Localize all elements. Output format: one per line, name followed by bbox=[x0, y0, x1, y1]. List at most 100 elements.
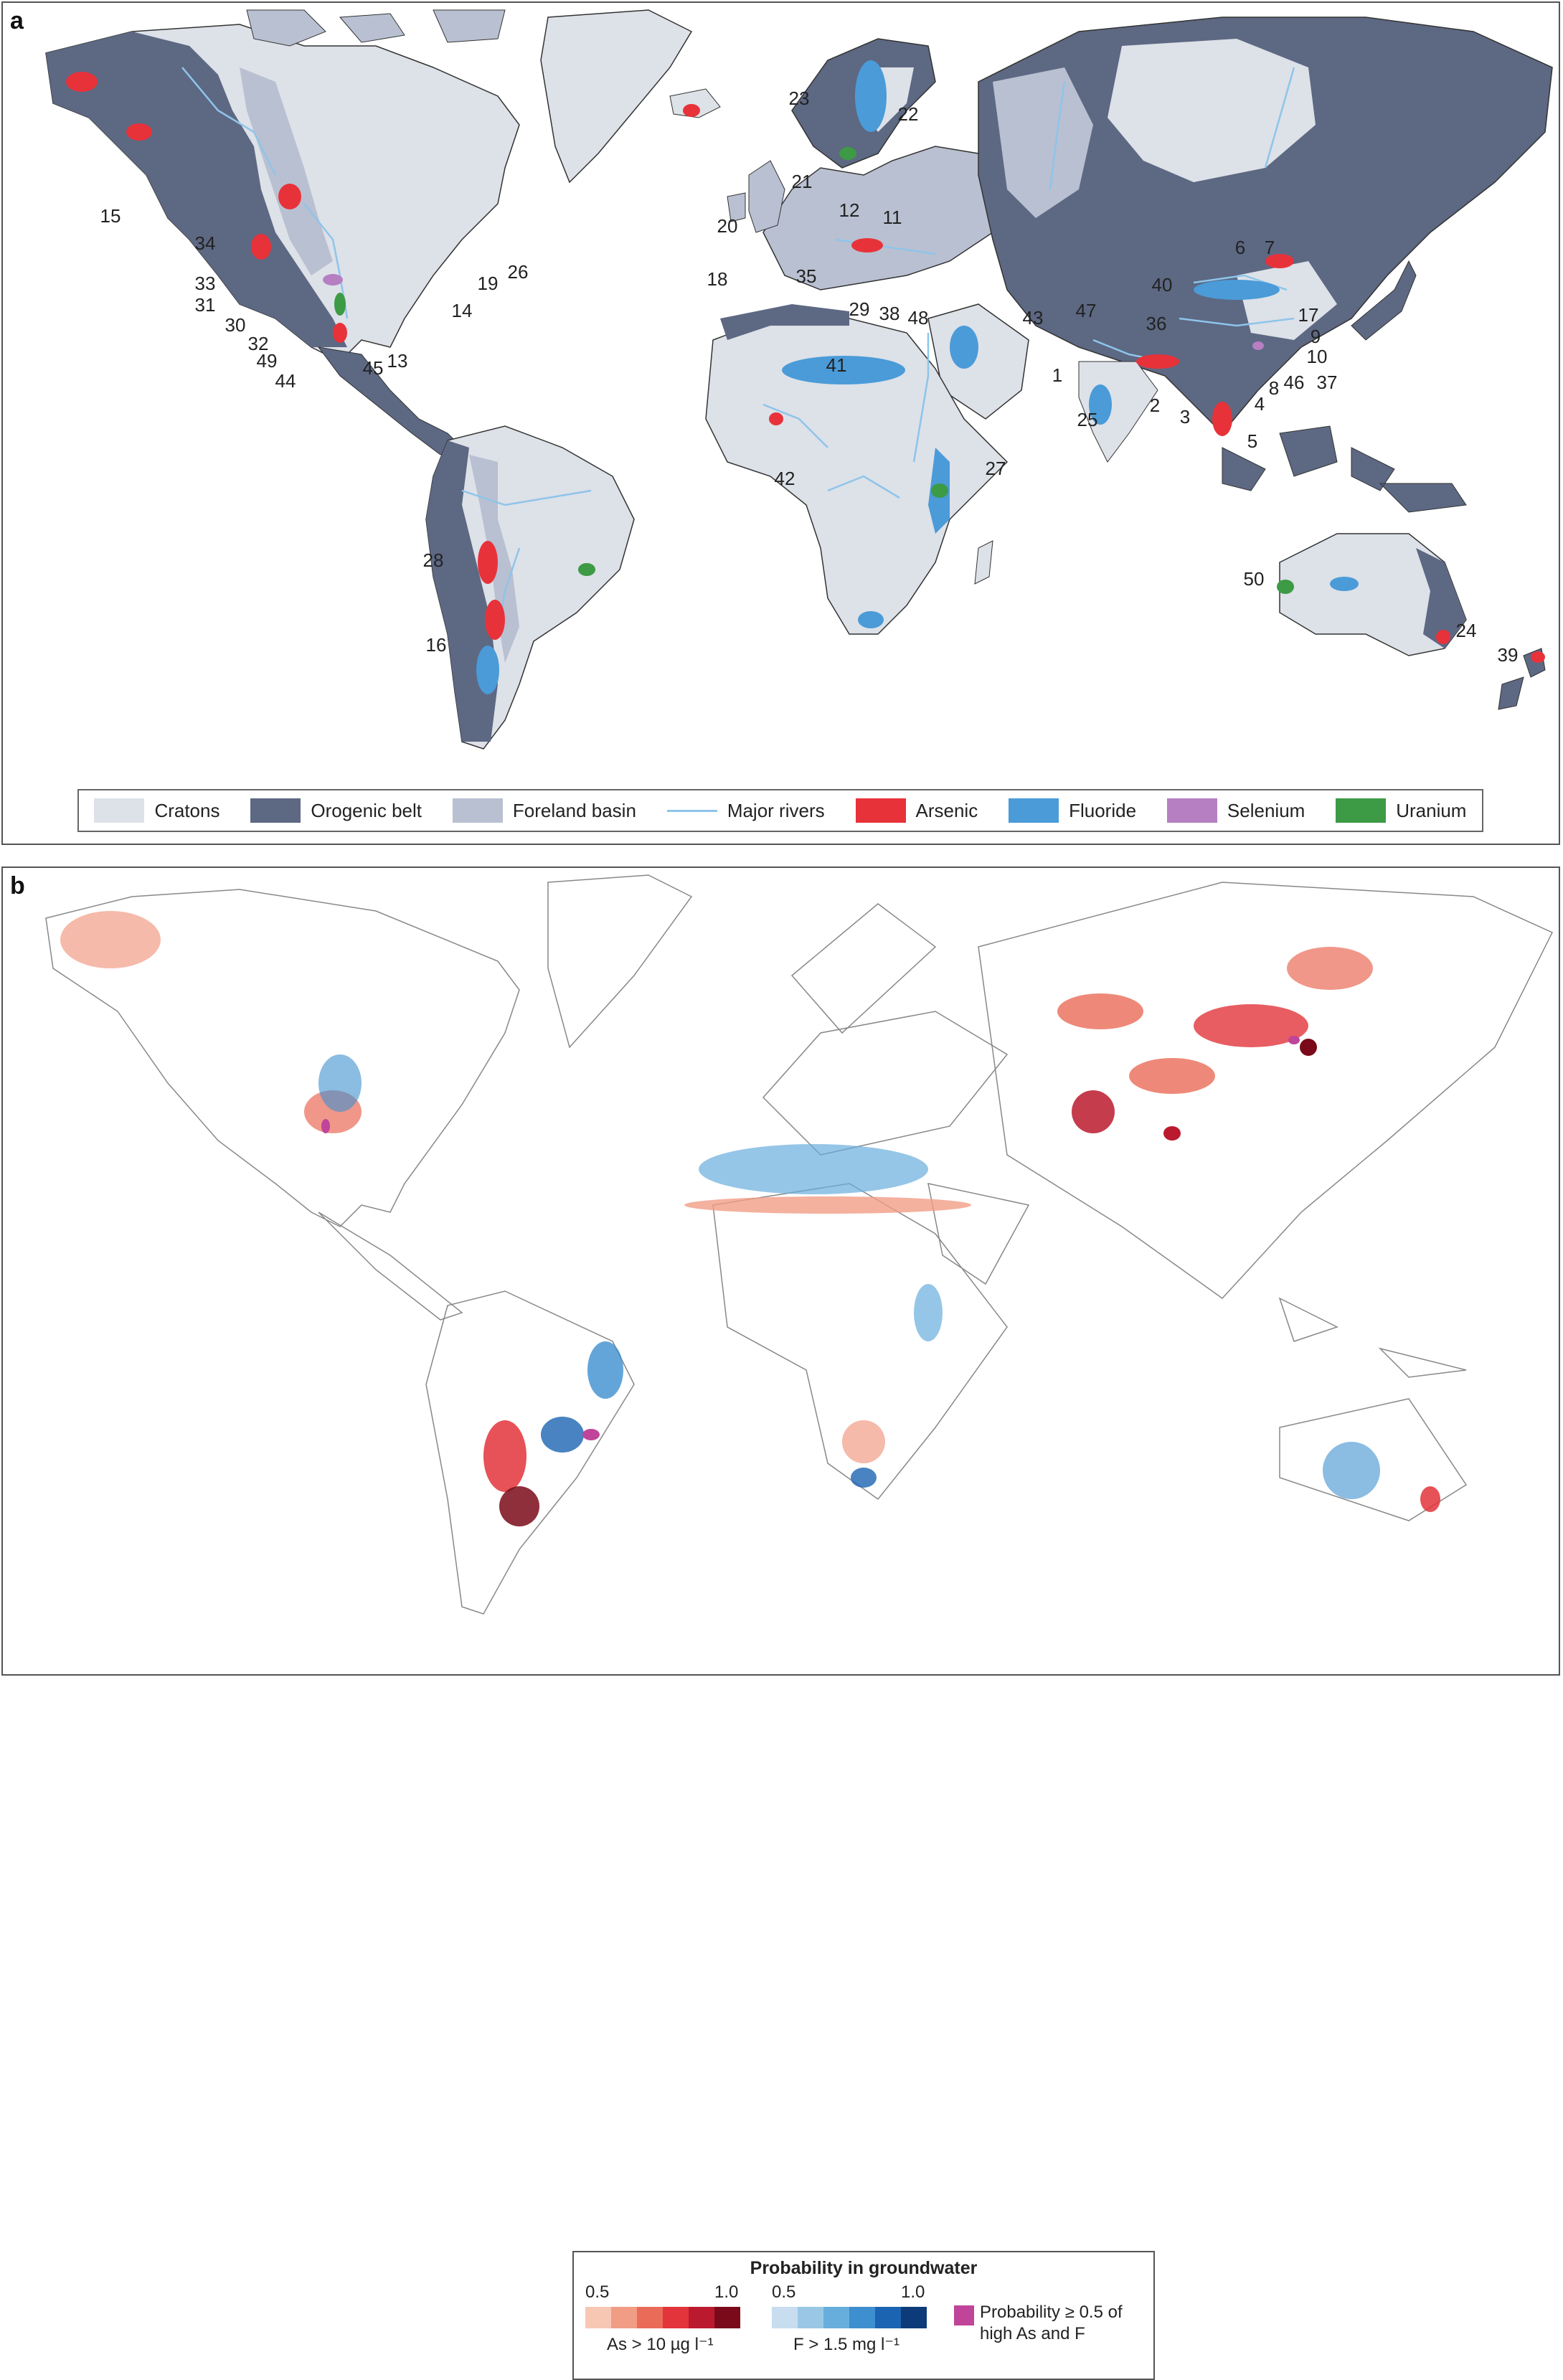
f-prob-brazil bbox=[587, 1341, 623, 1399]
asia-outline bbox=[978, 882, 1554, 1299]
site-label-44: 44 bbox=[275, 370, 296, 392]
site-label-38: 38 bbox=[879, 303, 900, 324]
as-prob-australia bbox=[1420, 1486, 1440, 1512]
site-label-18: 18 bbox=[707, 268, 728, 290]
as-scale-max: 1.0 bbox=[714, 2282, 739, 2302]
site-label-21: 21 bbox=[792, 171, 813, 192]
fluoride-china bbox=[1194, 280, 1280, 300]
arsenic-andes-28 bbox=[478, 541, 498, 584]
site-label-34: 34 bbox=[195, 232, 216, 254]
combo-prob-mexico bbox=[321, 1119, 330, 1133]
combined-probability-layer bbox=[321, 1036, 1300, 1440]
arctic-islands bbox=[246, 9, 506, 47]
fluoride-layer bbox=[476, 60, 1359, 694]
as-prob-bengal bbox=[1163, 1126, 1181, 1141]
uranium-east-africa-27 bbox=[931, 483, 948, 498]
arsenic-layer bbox=[66, 72, 1545, 663]
f-swatch-6 bbox=[901, 2307, 927, 2328]
arsenic-europe-11 bbox=[851, 238, 883, 252]
site-label-12: 12 bbox=[839, 199, 860, 221]
arsenic-andes-south bbox=[485, 600, 505, 640]
as-prob-southern-africa bbox=[842, 1420, 885, 1463]
site-label-50: 50 bbox=[1244, 568, 1265, 590]
probability-map-svg bbox=[45, 874, 1554, 1615]
f-swatch-2 bbox=[798, 2307, 823, 2328]
north-america-outline bbox=[45, 889, 520, 1227]
fluoride-australia bbox=[1330, 577, 1359, 591]
site-label-42: 42 bbox=[775, 468, 795, 489]
combo-label-line1: Probability ≥ 0.5 of bbox=[980, 2303, 1123, 2322]
arsenic-alaska bbox=[66, 72, 98, 92]
site-label-9: 9 bbox=[1311, 326, 1321, 347]
f-swatch-5 bbox=[875, 2307, 901, 2328]
panel-b-legend: Probability in groundwater 0.5 1.0 As > … bbox=[572, 2251, 1155, 2380]
site-label-41: 41 bbox=[826, 354, 847, 376]
legend-swatch bbox=[452, 798, 503, 823]
river-mackenzie bbox=[181, 67, 277, 176]
site-label-27: 27 bbox=[986, 458, 1006, 479]
as-prob-china bbox=[1129, 1058, 1215, 1094]
site-label-36: 36 bbox=[1146, 313, 1167, 334]
as-prob-argentina bbox=[483, 1420, 526, 1492]
arsenic-canada-west bbox=[278, 184, 301, 209]
fluoride-middle-east bbox=[950, 326, 978, 369]
site-label-19: 19 bbox=[478, 273, 499, 294]
fluoride-india bbox=[1089, 384, 1112, 425]
river-nile bbox=[912, 333, 930, 463]
site-label-4: 4 bbox=[1255, 393, 1265, 415]
siberia-craton bbox=[1108, 39, 1316, 182]
as-swatch-3 bbox=[637, 2307, 663, 2328]
legend-item-orogenic-belt: Orogenic belt bbox=[250, 798, 422, 823]
as-prob-mongolia bbox=[1194, 1004, 1308, 1047]
f-swatch-4 bbox=[849, 2307, 875, 2328]
arsenic-west-africa bbox=[769, 412, 783, 425]
site-label-47: 47 bbox=[1076, 300, 1097, 321]
north-america-foreland bbox=[240, 67, 333, 275]
as-swatch-1 bbox=[585, 2307, 611, 2328]
f-color-scale bbox=[772, 2307, 927, 2328]
as-prob-alaska bbox=[60, 911, 161, 968]
arsenic-probability-layer bbox=[60, 911, 1440, 1526]
legend-swatch bbox=[1336, 798, 1387, 823]
north-america-orogenic-belt bbox=[46, 32, 347, 347]
legend-label: Foreland basin bbox=[512, 799, 636, 821]
australia-orogenic-belt bbox=[1416, 548, 1466, 648]
greenland-craton bbox=[540, 9, 693, 184]
as-prob-pampas bbox=[499, 1486, 539, 1526]
as-swatch-5 bbox=[689, 2307, 714, 2328]
site-label-23: 23 bbox=[789, 88, 810, 109]
f-scale-caption: F > 1.5 mg l⁻¹ bbox=[793, 2335, 900, 2354]
arsenic-iceland bbox=[683, 104, 700, 117]
site-label-30: 30 bbox=[225, 314, 246, 336]
legend-item-foreland-basin: Foreland basin bbox=[452, 798, 636, 823]
arsenic-china-north bbox=[1265, 254, 1294, 268]
f-prob-east-africa bbox=[914, 1284, 943, 1341]
site-label-22: 22 bbox=[898, 103, 919, 125]
combo-label-line2: high As and F bbox=[980, 2324, 1085, 2343]
site-label-11: 11 bbox=[883, 207, 902, 228]
as-prob-sahel bbox=[684, 1196, 971, 1214]
legend-label: Orogenic belt bbox=[311, 799, 422, 821]
arsenic-mexico bbox=[333, 323, 347, 343]
iceland bbox=[669, 88, 721, 118]
africa-craton bbox=[705, 318, 1009, 635]
site-label-45: 45 bbox=[363, 357, 384, 379]
site-label-29: 29 bbox=[849, 298, 870, 320]
europe-outline bbox=[762, 903, 1009, 1156]
uranium-brazil bbox=[578, 563, 595, 576]
site-label-28: 28 bbox=[423, 549, 444, 571]
legend-item-selenium: Selenium bbox=[1166, 798, 1305, 823]
site-label-17: 17 bbox=[1298, 304, 1319, 326]
river-niger bbox=[762, 403, 828, 448]
greenland-outline bbox=[547, 874, 693, 1049]
site-label-3: 3 bbox=[1180, 406, 1190, 428]
uranium-australia-50 bbox=[1277, 580, 1294, 594]
site-label-26: 26 bbox=[508, 261, 529, 283]
arsenic-bengal bbox=[1136, 354, 1179, 369]
site-label-16: 16 bbox=[426, 634, 447, 656]
south-america-outline bbox=[425, 1290, 635, 1615]
site-label-2: 2 bbox=[1150, 395, 1160, 416]
combo-prob-china bbox=[1288, 1036, 1300, 1044]
site-label-37: 37 bbox=[1317, 372, 1338, 393]
